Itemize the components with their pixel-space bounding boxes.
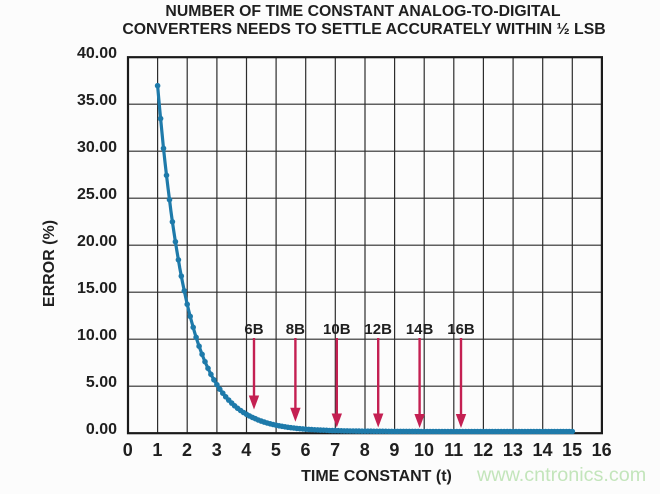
svg-text:1: 1	[152, 440, 162, 460]
svg-text:10B: 10B	[323, 321, 351, 338]
svg-text:NUMBER OF TIME CONSTANT ANALOG: NUMBER OF TIME CONSTANT ANALOG-TO-DIGITA…	[165, 3, 561, 20]
svg-text:15.00: 15.00	[77, 280, 117, 297]
svg-text:10: 10	[414, 440, 434, 460]
svg-text:20.00: 20.00	[77, 233, 117, 250]
svg-text:6: 6	[300, 440, 310, 460]
svg-text:15: 15	[562, 440, 582, 460]
svg-text:12B: 12B	[364, 321, 392, 338]
svg-text:CONVERTERS NEEDS TO SETTLE ACC: CONVERTERS NEEDS TO SETTLE ACCURATELY WI…	[122, 21, 605, 38]
svg-text:9: 9	[389, 440, 399, 460]
svg-text:5.00: 5.00	[86, 374, 117, 391]
svg-text:8B: 8B	[286, 321, 305, 338]
svg-text:10.00: 10.00	[77, 327, 117, 344]
svg-text:2: 2	[182, 440, 192, 460]
svg-text:5: 5	[271, 440, 281, 460]
svg-text:6B: 6B	[244, 321, 263, 338]
svg-text:14B: 14B	[406, 321, 434, 338]
svg-text:25.00: 25.00	[77, 186, 117, 203]
svg-text:0: 0	[123, 440, 133, 460]
svg-text:ERROR (%): ERROR (%)	[41, 220, 58, 307]
svg-text:16: 16	[592, 440, 612, 460]
svg-text:4: 4	[241, 440, 251, 460]
svg-text:7: 7	[330, 440, 340, 460]
svg-text:13: 13	[503, 440, 523, 460]
svg-text:35.00: 35.00	[77, 92, 117, 109]
svg-text:40.00: 40.00	[77, 45, 117, 62]
svg-text:0.00: 0.00	[86, 421, 117, 438]
svg-text:8: 8	[360, 440, 370, 460]
svg-text:TIME CONSTANT (t): TIME CONSTANT (t)	[301, 468, 452, 485]
svg-text:www.cntronics.com: www.cntronics.com	[476, 464, 646, 486]
svg-text:30.00: 30.00	[77, 139, 117, 156]
svg-text:3: 3	[212, 440, 222, 460]
svg-text:16B: 16B	[447, 321, 475, 338]
svg-text:11: 11	[444, 440, 463, 460]
svg-text:14: 14	[532, 440, 552, 460]
svg-text:12: 12	[473, 440, 493, 460]
